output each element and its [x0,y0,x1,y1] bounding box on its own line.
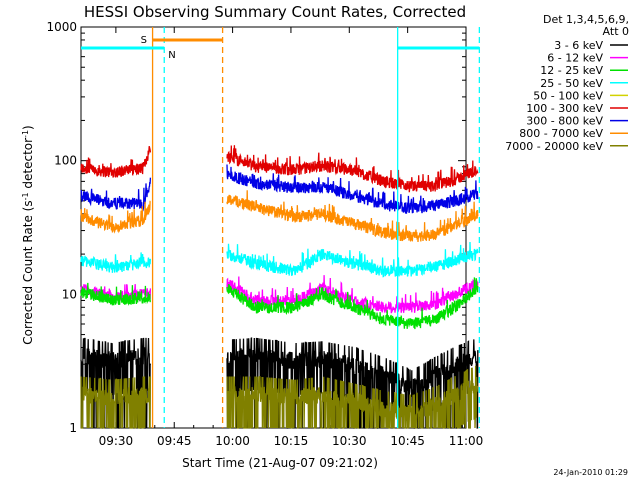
series-line [80,164,479,214]
series-line [80,241,479,278]
series-line [80,145,479,193]
y-axis-label-sup2: -1 [21,130,30,138]
series-line [80,277,479,330]
series-line [80,190,479,243]
x-tick-label: 09:30 [99,434,134,448]
y-tick-label: 100 [54,154,77,168]
legend-label: 50 - 100 keV [533,89,603,102]
x-tick-label: 10:45 [390,434,425,448]
y-tick-label: 1 [69,421,77,435]
y-axis-label-main: Corrected Count Rate (s [21,200,35,344]
x-tick-label: 10:15 [274,434,309,448]
series-line [80,365,479,429]
y-axis-label-mid: detector [21,138,35,193]
legend-label: 100 - 300 keV [526,102,603,115]
y-axis-label: Corrected Count Rate (s-1 detector-1) [21,125,36,344]
y-tick-label: 10 [62,287,77,301]
legend-label: 300 - 800 keV [526,115,603,128]
legend-label: 25 - 50 keV [540,77,603,90]
legend-label: 6 - 12 keV [547,52,603,65]
x-tick-label: 09:45 [157,434,192,448]
saa-flag-label: S [141,35,147,46]
legend-label: 800 - 7000 keV [519,127,603,140]
y-tick-label: 1000 [46,20,77,34]
legend-header-line1: Det 1,3,4,5,6,9, [543,13,629,26]
legend-header-line2: Att 0 [603,25,629,38]
y-axis-label-sup1: -1 [21,192,30,200]
y-axis-label-end: ) [21,125,35,130]
x-axis-label: Start Time (21-Aug-07 09:21:02) [182,456,378,470]
plot-area: 09:30 09:45 10:00 10:15 10:30 10:45 11:00 1 10 10… [46,20,483,448]
x-tick-label: 10:30 [332,434,367,448]
x-tick-label: 11:00 [449,434,484,448]
legend-label: 3 - 6 keV [554,39,603,52]
chart-title: HESSI Observing Summary Count Rates, Cor… [84,3,466,21]
footer-date: 24-Jan-2010 01:29 [553,468,628,477]
legend-label: 12 - 25 keV [540,64,603,77]
night-flag-label: N [168,50,175,61]
legend-label: 7000 - 20000 keV [505,140,603,153]
x-tick-label: 10:00 [215,434,250,448]
